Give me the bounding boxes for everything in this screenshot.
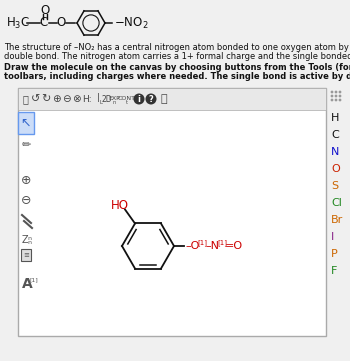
Text: $-$NO$_2$: $-$NO$_2$ bbox=[114, 16, 148, 31]
Text: ↺: ↺ bbox=[31, 94, 41, 104]
Text: S: S bbox=[331, 181, 338, 191]
Bar bbox=[18, 88, 326, 110]
Text: HO: HO bbox=[111, 199, 129, 212]
Text: ↻: ↻ bbox=[41, 94, 51, 104]
Text: –N: –N bbox=[205, 241, 219, 251]
Text: n: n bbox=[27, 235, 31, 240]
Text: O: O bbox=[40, 4, 50, 17]
Text: F: F bbox=[331, 266, 337, 276]
Bar bbox=[18, 112, 34, 134]
Text: Draw the molecule on the canvas by choosing buttons from the Tools (for bonds), : Draw the molecule on the canvas by choos… bbox=[4, 63, 350, 72]
Text: [1]: [1] bbox=[217, 240, 227, 246]
Circle shape bbox=[331, 95, 333, 97]
Text: ↖: ↖ bbox=[21, 117, 31, 130]
Text: N: N bbox=[331, 147, 340, 157]
Text: O: O bbox=[331, 164, 340, 174]
Text: ⬜: ⬜ bbox=[22, 94, 28, 104]
Text: H: H bbox=[331, 113, 340, 123]
Text: ⊖: ⊖ bbox=[62, 94, 70, 104]
Circle shape bbox=[335, 95, 337, 97]
Text: ⊗: ⊗ bbox=[72, 94, 80, 104]
Circle shape bbox=[339, 95, 341, 97]
Circle shape bbox=[335, 99, 337, 101]
Text: L: L bbox=[99, 100, 102, 104]
Bar bbox=[18, 88, 326, 336]
Text: toolbars, including charges where needed. The single bond is active by default.: toolbars, including charges where needed… bbox=[4, 72, 350, 81]
Text: ⤢: ⤢ bbox=[161, 94, 167, 104]
Text: Z: Z bbox=[22, 235, 29, 245]
Text: O: O bbox=[56, 17, 66, 30]
Text: EXP: EXP bbox=[108, 96, 120, 100]
Text: Br: Br bbox=[331, 215, 343, 225]
Text: double bond. The nitrogen atom carries a 1+ formal charge and the single bonded : double bond. The nitrogen atom carries a… bbox=[4, 52, 350, 61]
Text: ⊕: ⊕ bbox=[21, 174, 31, 187]
Text: H:: H: bbox=[82, 95, 92, 104]
Text: |: | bbox=[97, 93, 99, 103]
Text: I: I bbox=[331, 232, 334, 242]
Text: 2D: 2D bbox=[102, 95, 113, 104]
Circle shape bbox=[339, 91, 341, 93]
Text: =O: =O bbox=[225, 241, 243, 251]
Text: ⊖: ⊖ bbox=[21, 195, 31, 208]
Text: n: n bbox=[27, 239, 31, 244]
Circle shape bbox=[133, 93, 145, 104]
Text: A: A bbox=[22, 277, 33, 291]
Text: P: P bbox=[331, 249, 338, 259]
Text: ?: ? bbox=[149, 95, 153, 104]
Text: t: t bbox=[126, 100, 128, 104]
Circle shape bbox=[331, 91, 333, 93]
Circle shape bbox=[331, 99, 333, 101]
Text: [1]: [1] bbox=[197, 240, 207, 246]
Text: H$_3$C: H$_3$C bbox=[6, 16, 30, 31]
Text: i: i bbox=[138, 95, 140, 104]
Text: n: n bbox=[112, 100, 116, 104]
Circle shape bbox=[335, 91, 337, 93]
Text: ≡: ≡ bbox=[23, 252, 29, 258]
Text: The structure of –NO₂ has a central nitrogen atom bonded to one oxygen atom by a: The structure of –NO₂ has a central nitr… bbox=[4, 43, 350, 52]
Circle shape bbox=[339, 99, 341, 101]
Circle shape bbox=[146, 93, 156, 104]
Text: ✏: ✏ bbox=[21, 140, 31, 150]
Text: CONT: CONT bbox=[118, 96, 136, 100]
Bar bbox=[21, 249, 31, 261]
Text: C: C bbox=[40, 17, 48, 30]
Text: Cl: Cl bbox=[331, 198, 342, 208]
Text: –O: –O bbox=[185, 241, 199, 251]
Text: [1]: [1] bbox=[30, 278, 39, 283]
Text: C: C bbox=[331, 130, 339, 140]
Text: ⊕: ⊕ bbox=[52, 94, 60, 104]
